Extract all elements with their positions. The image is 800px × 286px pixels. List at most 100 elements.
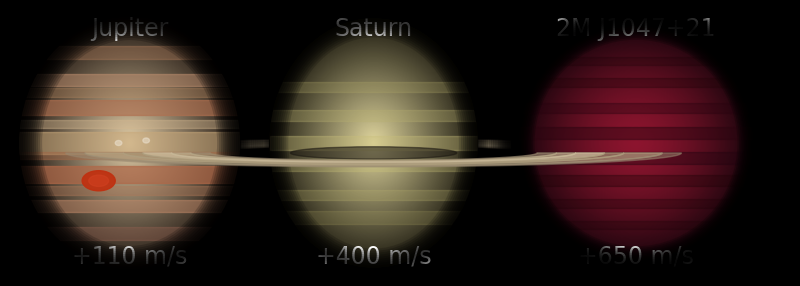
Ellipse shape xyxy=(366,134,382,152)
Ellipse shape xyxy=(43,45,216,241)
Ellipse shape xyxy=(370,138,378,148)
Ellipse shape xyxy=(586,92,686,194)
Ellipse shape xyxy=(127,140,132,146)
Ellipse shape xyxy=(328,88,419,198)
Ellipse shape xyxy=(556,61,716,225)
Ellipse shape xyxy=(539,45,733,241)
Ellipse shape xyxy=(338,101,409,185)
Ellipse shape xyxy=(69,74,190,212)
Ellipse shape xyxy=(294,48,453,238)
Text: 2M J1047+21: 2M J1047+21 xyxy=(556,17,716,41)
Ellipse shape xyxy=(21,19,238,267)
Ellipse shape xyxy=(279,30,468,256)
Ellipse shape xyxy=(46,47,214,239)
Polygon shape xyxy=(171,144,576,153)
Ellipse shape xyxy=(293,47,454,239)
Ellipse shape xyxy=(632,139,640,147)
Ellipse shape xyxy=(66,71,193,215)
Ellipse shape xyxy=(282,33,465,253)
Ellipse shape xyxy=(298,52,450,234)
Bar xyxy=(512,57,760,65)
Ellipse shape xyxy=(565,71,707,215)
Ellipse shape xyxy=(110,120,150,166)
Ellipse shape xyxy=(617,124,655,162)
Ellipse shape xyxy=(56,59,203,227)
Ellipse shape xyxy=(81,88,178,198)
Ellipse shape xyxy=(542,47,730,239)
Ellipse shape xyxy=(34,34,226,252)
Ellipse shape xyxy=(628,135,644,151)
Ellipse shape xyxy=(526,31,746,255)
Ellipse shape xyxy=(90,98,170,188)
Bar xyxy=(19,132,240,154)
Ellipse shape xyxy=(78,84,182,202)
Ellipse shape xyxy=(314,71,434,215)
Ellipse shape xyxy=(538,43,734,243)
Ellipse shape xyxy=(68,73,191,213)
Ellipse shape xyxy=(371,140,376,146)
Ellipse shape xyxy=(114,125,145,161)
Ellipse shape xyxy=(598,104,674,182)
Ellipse shape xyxy=(125,138,134,148)
Ellipse shape xyxy=(609,115,663,171)
Bar xyxy=(19,200,240,212)
Ellipse shape xyxy=(594,101,678,185)
Ellipse shape xyxy=(541,47,731,239)
Ellipse shape xyxy=(82,88,178,198)
Ellipse shape xyxy=(307,63,440,223)
Ellipse shape xyxy=(538,44,734,242)
Ellipse shape xyxy=(324,83,423,203)
Ellipse shape xyxy=(331,92,416,194)
Ellipse shape xyxy=(299,54,448,232)
Ellipse shape xyxy=(80,87,179,199)
Ellipse shape xyxy=(54,57,205,229)
Ellipse shape xyxy=(120,132,139,154)
Ellipse shape xyxy=(603,110,669,176)
Ellipse shape xyxy=(517,22,755,264)
Ellipse shape xyxy=(322,82,425,204)
Ellipse shape xyxy=(537,42,735,244)
Ellipse shape xyxy=(29,28,230,258)
Ellipse shape xyxy=(286,38,462,248)
Ellipse shape xyxy=(530,35,742,251)
Ellipse shape xyxy=(103,113,156,173)
Ellipse shape xyxy=(314,72,434,214)
Ellipse shape xyxy=(627,134,645,152)
Ellipse shape xyxy=(303,58,444,228)
Bar xyxy=(512,152,760,164)
Ellipse shape xyxy=(342,106,405,180)
Ellipse shape xyxy=(515,21,757,265)
Polygon shape xyxy=(171,153,576,162)
Ellipse shape xyxy=(115,140,122,146)
Ellipse shape xyxy=(93,101,166,185)
Ellipse shape xyxy=(92,100,167,186)
Ellipse shape xyxy=(53,56,206,230)
Ellipse shape xyxy=(55,58,204,228)
Ellipse shape xyxy=(313,70,434,216)
Ellipse shape xyxy=(359,126,388,160)
Ellipse shape xyxy=(105,114,154,172)
Ellipse shape xyxy=(622,129,650,157)
Ellipse shape xyxy=(577,83,695,203)
Ellipse shape xyxy=(569,75,703,211)
Ellipse shape xyxy=(122,134,138,152)
Ellipse shape xyxy=(303,59,444,227)
Ellipse shape xyxy=(30,30,229,256)
Ellipse shape xyxy=(86,94,173,192)
Ellipse shape xyxy=(76,82,183,204)
Ellipse shape xyxy=(106,117,153,169)
Ellipse shape xyxy=(530,36,742,250)
Ellipse shape xyxy=(116,127,143,159)
Ellipse shape xyxy=(342,105,406,181)
Ellipse shape xyxy=(312,69,435,217)
Ellipse shape xyxy=(329,89,418,197)
Ellipse shape xyxy=(525,30,747,256)
Ellipse shape xyxy=(107,118,152,168)
Ellipse shape xyxy=(332,93,415,193)
Ellipse shape xyxy=(330,91,418,195)
Ellipse shape xyxy=(324,84,423,202)
Ellipse shape xyxy=(310,67,438,219)
Ellipse shape xyxy=(74,80,185,206)
Ellipse shape xyxy=(326,87,421,199)
Ellipse shape xyxy=(544,50,728,236)
